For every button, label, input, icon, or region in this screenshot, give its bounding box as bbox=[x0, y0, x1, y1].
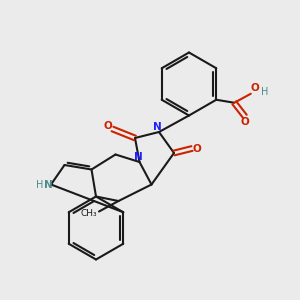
Text: H: H bbox=[261, 87, 268, 97]
Text: CH₃: CH₃ bbox=[80, 208, 97, 217]
Text: H: H bbox=[36, 179, 43, 190]
Text: N: N bbox=[134, 152, 142, 163]
Text: O: O bbox=[240, 117, 249, 127]
Text: O: O bbox=[251, 83, 260, 93]
Text: O: O bbox=[103, 121, 112, 131]
Text: O: O bbox=[192, 143, 201, 154]
Text: N: N bbox=[153, 122, 162, 133]
Text: N: N bbox=[44, 179, 52, 190]
